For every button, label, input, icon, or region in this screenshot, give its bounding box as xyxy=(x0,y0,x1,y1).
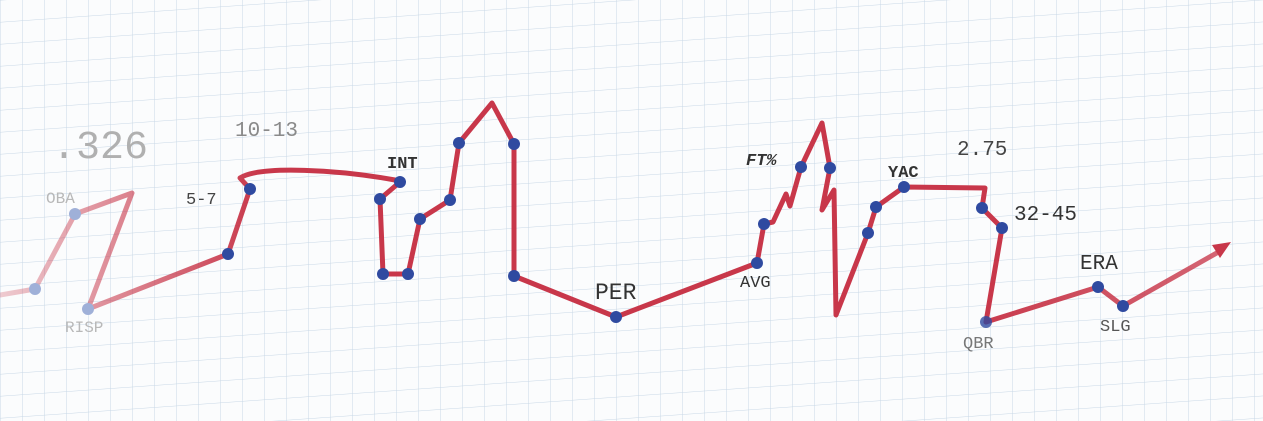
stat-label: AVG xyxy=(740,274,771,293)
stat-label: .326 xyxy=(52,126,148,171)
arrow-head xyxy=(1212,242,1231,258)
stat-label: 32-45 xyxy=(1014,204,1077,227)
stat-label: FT% xyxy=(746,152,778,171)
stat-label: QBR xyxy=(963,335,994,354)
stat-label: 5-7 xyxy=(186,191,217,210)
stat-label: OBA xyxy=(46,190,75,208)
stat-label: 10-13 xyxy=(235,120,298,143)
points xyxy=(29,137,1129,328)
stat-label: YAC xyxy=(888,164,919,183)
stat-label: RISP xyxy=(65,319,103,337)
stat-label: SLG xyxy=(1100,318,1131,337)
stat-label: PER xyxy=(595,280,637,306)
stat-label: INT xyxy=(387,155,418,174)
labels: .326 10-13 OBA 5-7 INT RISP PER AVG FT% … xyxy=(46,120,1131,354)
stat-label: 2.75 xyxy=(957,139,1007,162)
stat-label: ERA xyxy=(1080,253,1118,276)
